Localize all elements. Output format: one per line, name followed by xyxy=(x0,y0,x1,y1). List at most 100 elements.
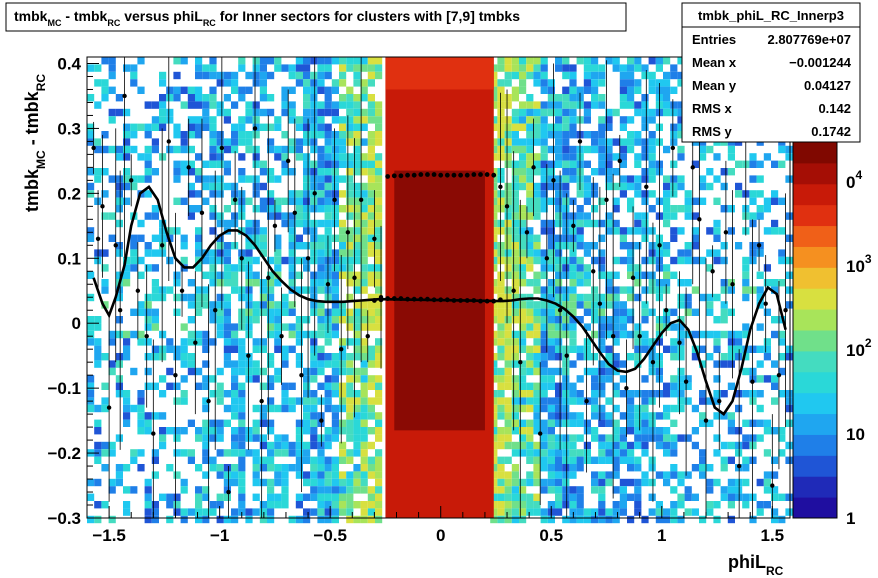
heatmap-cell xyxy=(367,501,375,509)
heatmap-cell xyxy=(87,375,95,383)
heatmap-cell xyxy=(569,116,577,124)
heatmap-cell xyxy=(576,456,584,464)
heatmap-cell xyxy=(771,316,779,324)
heatmap-cell xyxy=(367,397,375,405)
heatmap-cell xyxy=(547,515,555,524)
heatmap-cell xyxy=(339,471,347,479)
heatmap-cell xyxy=(187,123,195,131)
heatmap-cell xyxy=(353,123,361,131)
heatmap-cell xyxy=(288,279,296,287)
heatmap-cell xyxy=(641,316,649,324)
heatmap-cell xyxy=(583,308,591,316)
heatmap-cell xyxy=(151,449,159,457)
heatmap-cell xyxy=(519,345,527,353)
heatmap-cell xyxy=(159,153,167,161)
heatmap-cell xyxy=(562,345,570,353)
scatter-point xyxy=(151,431,156,436)
heatmap-cell xyxy=(583,301,591,309)
heatmap-cell xyxy=(317,190,325,198)
heatmap-cell xyxy=(115,249,123,257)
heatmap-cell xyxy=(187,367,195,376)
heatmap-cell xyxy=(173,271,181,279)
heatmap-cell xyxy=(252,116,260,124)
scatter-point xyxy=(246,353,251,358)
heatmap-cell xyxy=(367,293,375,302)
heatmap-cell xyxy=(202,338,210,346)
heatmap-cell xyxy=(360,94,368,102)
heatmap-cell xyxy=(375,434,383,442)
heatmap-cell xyxy=(663,175,671,183)
heatmap-cell xyxy=(504,197,512,205)
heatmap-cell xyxy=(619,508,627,516)
heatmap-cell xyxy=(749,434,757,442)
heatmap-cell xyxy=(663,478,671,487)
heatmap-cell xyxy=(612,390,620,398)
heatmap-cell xyxy=(303,205,311,213)
heatmap-cell xyxy=(562,323,570,331)
heatmap-cell xyxy=(346,434,354,442)
color-scale-segment xyxy=(793,267,837,289)
heatmap-cell xyxy=(123,145,131,154)
heatmap-cell xyxy=(519,57,527,65)
heatmap-cell xyxy=(533,160,541,168)
heatmap-cell xyxy=(749,390,757,398)
heatmap-cell xyxy=(619,434,627,442)
heatmap-cell xyxy=(511,316,519,324)
heatmap-cell xyxy=(195,367,203,376)
heatmap-cell xyxy=(562,360,570,368)
heatmap-cell xyxy=(339,478,347,487)
heatmap-cell xyxy=(223,249,231,257)
heatmap-cell xyxy=(295,219,303,228)
heatmap-cell xyxy=(706,353,714,361)
heatmap-cell xyxy=(317,367,325,376)
heatmap-cell xyxy=(231,382,239,390)
scatter-point xyxy=(690,165,695,170)
heatmap-cell xyxy=(663,441,671,450)
heatmap-cell xyxy=(771,508,779,516)
color-scale-label: 10 xyxy=(846,425,865,444)
heatmap-cell xyxy=(684,279,692,287)
heatmap-cell xyxy=(216,515,224,524)
heatmap-cell xyxy=(159,234,167,242)
heatmap-cell xyxy=(267,360,275,368)
heatmap-cell xyxy=(223,515,231,524)
heatmap-cell xyxy=(130,256,138,265)
heatmap-cell xyxy=(231,101,239,109)
heatmap-cell xyxy=(511,397,519,405)
heatmap-cell xyxy=(317,234,325,242)
heatmap-cell xyxy=(720,412,728,420)
heatmap-cell xyxy=(353,212,361,220)
heatmap-cell xyxy=(267,279,275,287)
color-scale-label: 1 xyxy=(846,509,855,528)
scatter-point xyxy=(213,308,218,313)
heatmap-cell xyxy=(180,375,188,383)
heatmap-cell xyxy=(295,330,303,339)
heatmap-cell xyxy=(375,316,383,324)
heatmap-cell xyxy=(569,323,577,331)
heatmap-cell xyxy=(583,264,591,272)
heatmap-cell xyxy=(519,101,527,109)
heatmap-cell xyxy=(598,301,606,309)
heatmap-cell xyxy=(497,338,505,346)
heatmap-cell xyxy=(216,242,224,250)
heatmap-cell xyxy=(216,471,224,479)
heatmap-cell xyxy=(195,382,203,390)
heatmap-cell xyxy=(339,153,347,161)
heatmap-cell xyxy=(223,182,231,191)
heatmap-cell xyxy=(216,108,224,117)
heatmap-cell xyxy=(749,197,757,205)
heatmap-cell xyxy=(346,456,354,464)
heatmap-cell xyxy=(735,493,743,501)
heatmap-cell xyxy=(353,441,361,450)
heatmap-cell xyxy=(310,227,318,235)
heatmap-cell xyxy=(173,434,181,442)
heatmap-cell xyxy=(663,242,671,250)
heatmap-cell xyxy=(331,375,339,383)
heatmap-cell xyxy=(749,256,757,265)
heatmap-cell xyxy=(367,279,375,287)
heatmap-cell xyxy=(101,501,109,509)
heatmap-cell xyxy=(375,397,383,405)
heatmap-cell xyxy=(375,212,383,220)
profile-mid-point xyxy=(471,298,477,303)
heatmap-cell xyxy=(353,153,361,161)
